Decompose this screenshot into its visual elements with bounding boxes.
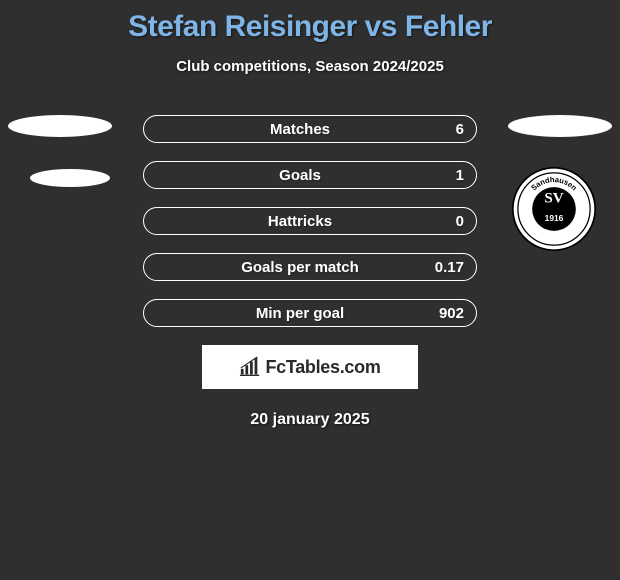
brand-name: FcTables.com <box>265 357 380 378</box>
stat-label: Matches <box>184 121 416 138</box>
stat-label: Hattricks <box>184 213 416 230</box>
svg-text:1916: 1916 <box>545 213 564 223</box>
stat-row-hattricks: Hattricks 0 <box>143 207 477 235</box>
stat-label: Min per goal <box>184 305 416 322</box>
stat-row-goals: Goals 1 <box>143 161 477 189</box>
stat-right-value: 1 <box>416 167 476 184</box>
player-avatar-placeholder-left-top <box>8 115 112 137</box>
snapshot-date: 20 january 2025 <box>0 411 620 429</box>
stat-rows-container: Matches 6 Goals 1 Hattricks 0 Goals per … <box>143 115 477 327</box>
stat-right-value: 6 <box>416 121 476 138</box>
stat-label: Goals <box>184 167 416 184</box>
stat-right-value: 0.17 <box>416 259 476 276</box>
brand-attribution: FcTables.com <box>202 345 418 389</box>
stats-area: SV Sandhausen 1916 Matches 6 Goals 1 Hat… <box>0 115 620 429</box>
bar-chart-icon <box>239 356 261 378</box>
stat-row-min-per-goal: Min per goal 902 <box>143 299 477 327</box>
stat-right-value: 0 <box>416 213 476 230</box>
player-avatar-placeholder-left-bottom <box>30 169 110 187</box>
club-logo-sandhausen: SV Sandhausen 1916 <box>512 167 596 251</box>
stat-row-goals-per-match: Goals per match 0.17 <box>143 253 477 281</box>
player-avatar-placeholder-right <box>508 115 612 137</box>
comparison-title: Stefan Reisinger vs Fehler <box>0 0 620 44</box>
stat-row-matches: Matches 6 <box>143 115 477 143</box>
competition-subtitle: Club competitions, Season 2024/2025 <box>0 58 620 75</box>
svg-text:SV: SV <box>544 190 563 206</box>
stat-label: Goals per match <box>184 259 416 276</box>
stat-right-value: 902 <box>416 305 476 322</box>
